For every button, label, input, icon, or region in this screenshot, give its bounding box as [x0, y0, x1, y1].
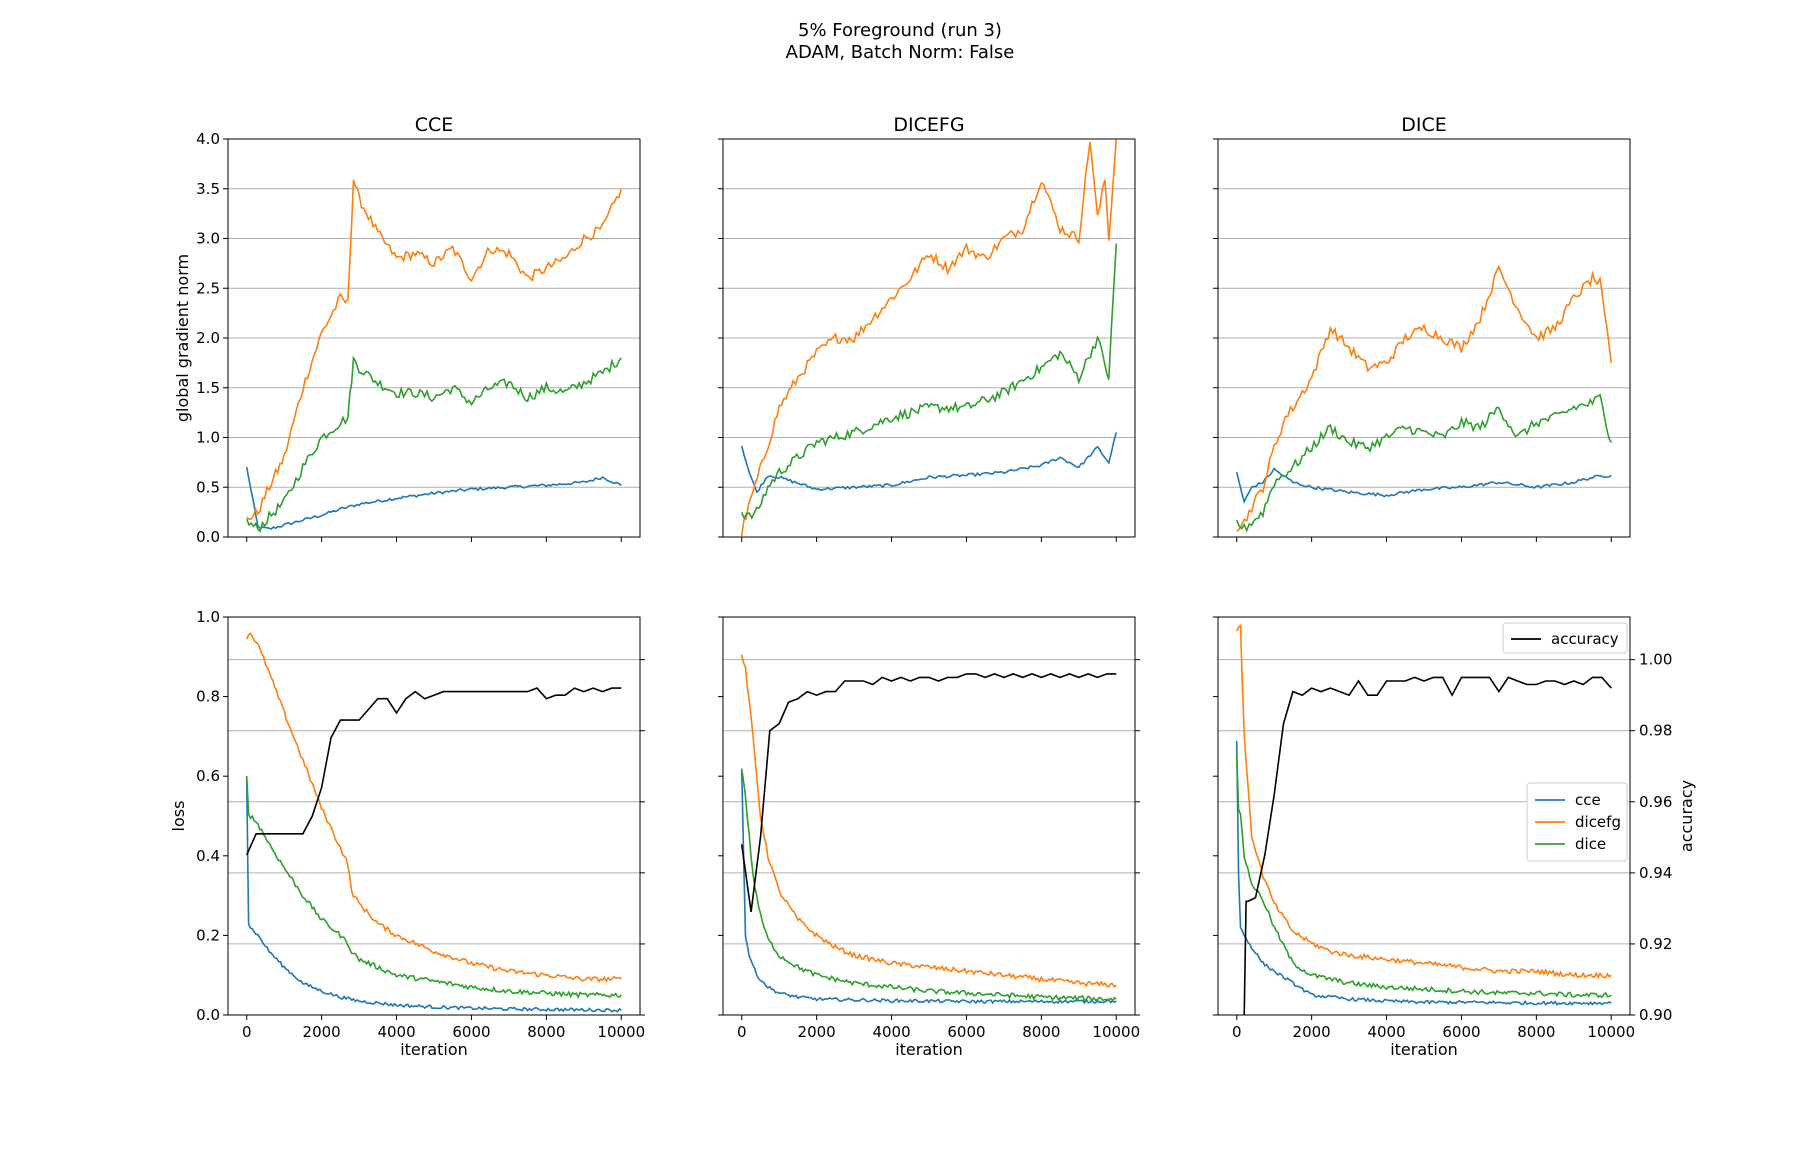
figure-title-line1: 5% Foreground (run 3)	[798, 20, 1002, 41]
ytick-label: 1.0	[196, 608, 220, 626]
xtick-label: 10000	[597, 1023, 645, 1041]
series-dice-line	[740, 243, 1118, 521]
series-dicefg-line	[245, 632, 622, 983]
legend2-box	[1502, 622, 1628, 654]
xtick-label: 2000	[1293, 1023, 1331, 1041]
panel-title: CCE	[415, 114, 454, 136]
panel-3: DICE	[1213, 114, 1631, 542]
plot-area	[1235, 623, 1612, 1015]
series-cce-line	[245, 777, 622, 1013]
series-accuracy-line	[740, 673, 1117, 913]
panel-title: DICEFG	[893, 114, 964, 136]
panel-title: DICE	[1401, 114, 1447, 136]
panel-1: CCE 0.0 0.5 1.0 1.5 2.0 2.5 3.0 3.5 4.0 global gra…	[173, 114, 641, 546]
axes-frame	[1217, 616, 1631, 1016]
series-dice-line	[740, 768, 1117, 1003]
ytick-label: 0.4	[196, 847, 220, 865]
panel-4: 0.0 0.2 0.4 0.6 0.8 1.0 0 2000 4000 6000 8000 10000…	[169, 608, 645, 1059]
y-axis-label: loss	[169, 801, 188, 832]
xtick-label: 10000	[1587, 1023, 1635, 1041]
y2-axis-label: accuracy	[1677, 780, 1696, 852]
panel-5: 0 2000 4000 6000 8000 10000 iteration	[718, 616, 1140, 1059]
series-accuracy-line	[1243, 676, 1612, 1015]
legend-label-dice: dice	[1575, 835, 1606, 853]
y2tick-label: 0.94	[1639, 864, 1672, 882]
series-dice-line	[245, 355, 622, 533]
plot-area	[245, 632, 622, 1013]
panel-2: DICEFG	[718, 114, 1136, 542]
xtick-label: 10000	[1092, 1023, 1140, 1041]
panel-6: 0.90 0.92 0.94 0.96 0.98 1.00 0 2000 4000 6000 800…	[1213, 616, 1696, 1059]
xtick-label: 0	[242, 1023, 252, 1041]
plot-area	[740, 654, 1117, 1005]
series-cce-line	[740, 768, 1117, 1005]
y2tick-label: 1.00	[1639, 651, 1672, 669]
y2tick-label: 0.90	[1639, 1006, 1672, 1024]
ytick-label: 0.2	[196, 926, 220, 944]
xtick-label: 6000	[452, 1023, 490, 1041]
y2tick-label: 0.92	[1639, 935, 1672, 953]
ytick-label: 1.5	[196, 379, 220, 397]
xtick-label: 6000	[947, 1023, 985, 1041]
legend-label-dicefg: dicefg	[1575, 813, 1621, 831]
plot-area	[740, 139, 1118, 537]
ytick-label: 3.5	[196, 180, 220, 198]
xtick-label: 0	[1232, 1023, 1242, 1041]
series-dicefg-line	[740, 654, 1117, 989]
xtick-label: 8000	[1022, 1023, 1060, 1041]
legend-box	[1526, 782, 1628, 862]
xtick-label: 4000	[872, 1023, 910, 1041]
xtick-label: 0	[737, 1023, 747, 1041]
series-dicefg-line	[1235, 623, 1612, 980]
xtick-label: 8000	[1517, 1023, 1555, 1041]
x-axis-label: iteration	[400, 1040, 468, 1059]
series-dicefg-line	[740, 139, 1118, 537]
series-dice-line	[1235, 393, 1613, 533]
legend-label-accuracy: accuracy	[1551, 630, 1619, 648]
axes-frame	[722, 616, 1136, 1016]
series-accuracy-line	[245, 687, 622, 856]
series-cce-line	[1235, 467, 1612, 505]
figure-title-line2: ADAM, Batch Norm: False	[786, 42, 1015, 63]
ytick-label: 0.5	[196, 478, 220, 496]
ytick-label: 0.8	[196, 688, 220, 706]
y2tick-label: 0.98	[1639, 722, 1672, 740]
plot-area	[245, 179, 623, 533]
plot-area	[1235, 264, 1613, 533]
legend-label-cce: cce	[1575, 791, 1601, 809]
axes-frame	[227, 616, 641, 1016]
y-axis-label: global gradient norm	[173, 254, 192, 422]
series-cce-line	[1235, 740, 1612, 1006]
ytick-label: 0.0	[196, 1006, 220, 1024]
xtick-label: 2000	[303, 1023, 341, 1041]
ytick-label: 3.0	[196, 230, 220, 248]
xtick-label: 4000	[1367, 1023, 1405, 1041]
series-dicefg-line	[1236, 264, 1613, 532]
panels: CCE 0.0 0.5 1.0 1.5 2.0 2.5 3.0 3.5 4.0 global gra…	[169, 114, 1696, 1059]
series-dice-line	[245, 776, 622, 1000]
xtick-label: 2000	[798, 1023, 836, 1041]
ytick-label: 4.0	[196, 130, 220, 148]
x-axis-label: iteration	[895, 1040, 963, 1059]
series-dice-line	[1235, 754, 1612, 999]
ytick-label: 0.6	[196, 767, 220, 785]
series-cce-line	[740, 432, 1118, 494]
ytick-label: 1.0	[196, 429, 220, 447]
ytick-label: 2.5	[196, 279, 220, 297]
series-cce-line	[245, 466, 622, 530]
xtick-label: 4000	[377, 1023, 415, 1041]
ytick-label: 0.0	[196, 528, 220, 546]
xtick-label: 6000	[1442, 1023, 1480, 1041]
series-dicefg-line	[246, 179, 623, 520]
ytick-label: 2.0	[196, 329, 220, 347]
y2tick-label: 0.96	[1639, 793, 1672, 811]
xtick-label: 8000	[527, 1023, 565, 1041]
x-axis-label: iteration	[1390, 1040, 1458, 1059]
